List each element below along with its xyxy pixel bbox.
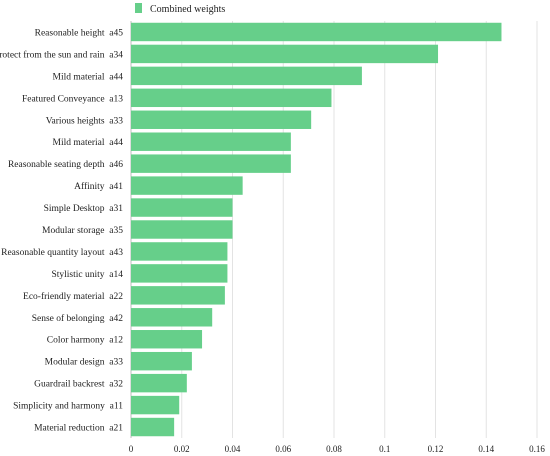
category-label: Stylistic unity a14	[51, 270, 123, 280]
x-tick-labels: 0 0.02 0.04 0.06 0.08 0.1 0.12 0.14 0.16	[129, 444, 546, 454]
category-label: Material reduction a21	[34, 424, 123, 434]
x-tick-label: 0.16	[529, 444, 545, 454]
bar	[131, 417, 175, 437]
bar	[131, 395, 180, 415]
category-label: protect from the sun and rain a34	[0, 49, 123, 60]
category-label: Reasonable height a45	[35, 28, 124, 38]
bar	[131, 330, 203, 349]
bars	[131, 22, 502, 437]
legend: Combined weights	[135, 3, 225, 15]
category-label: Featured Conveyance a13	[22, 94, 123, 104]
bar	[131, 66, 362, 86]
category-label: Simple Desktop a31	[44, 204, 124, 214]
category-label: Guardrail backrest a32	[34, 380, 123, 390]
bar	[131, 351, 192, 371]
category-label: Simplicity and harmony a11	[13, 402, 123, 412]
bar	[131, 308, 213, 327]
x-tick-label: 0.14	[478, 444, 494, 454]
bar	[131, 373, 187, 393]
category-label: Affinity a41	[74, 181, 123, 192]
category-labels: Reasonable height a45 protect from the su…	[0, 28, 123, 433]
bar	[131, 110, 312, 129]
legend-swatch	[135, 3, 142, 13]
bar	[131, 88, 332, 108]
x-tick-label: 0.08	[326, 444, 342, 454]
category-label: Mild material a44	[53, 138, 124, 148]
x-tick-label: 0.04	[225, 444, 241, 454]
bar	[131, 198, 233, 217]
bar	[131, 44, 439, 64]
x-tick-label: 0.1	[379, 444, 390, 454]
category-label: Eco-friendly material a22	[23, 291, 123, 302]
category-label: Modular design a33	[45, 358, 124, 368]
bar	[131, 242, 228, 261]
bar	[131, 220, 233, 239]
category-label: Color harmony a12	[47, 336, 124, 346]
bar	[131, 22, 502, 42]
bar	[131, 132, 291, 151]
bar	[131, 286, 225, 305]
category-label: Reasonable quantity layout a43	[1, 248, 123, 258]
bar	[131, 154, 291, 173]
bar	[131, 176, 243, 195]
category-label: Reasonable seating depth a46	[8, 160, 123, 170]
x-tick-label: 0.02	[174, 444, 190, 454]
category-label: Modular storage a35	[42, 226, 123, 236]
category-label: Various heights a33	[46, 116, 124, 126]
legend-label: Combined weights	[150, 4, 225, 15]
category-label: Sense of belonging a42	[32, 313, 124, 324]
x-tick-label: 0	[129, 444, 134, 454]
x-tick-label: 0.06	[275, 444, 291, 454]
x-tick-label: 0.12	[428, 444, 444, 454]
category-label: Mild material a44	[53, 72, 124, 82]
bar	[131, 264, 228, 283]
